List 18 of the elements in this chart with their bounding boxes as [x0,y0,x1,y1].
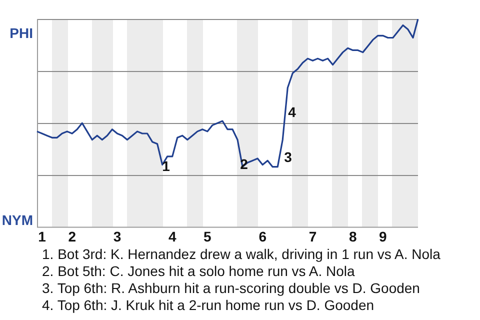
annotation: 4 [288,104,296,120]
text: 2. Bot 5th: C. Jones hit a solo home run vs A. Nola [42,263,356,280]
x-tick-label: 5 [204,228,212,244]
annotation: 3 [284,148,292,165]
x-tick-label: 6 [258,228,267,244]
x-tick-label: 2 [68,228,76,244]
x-tick-label: 9 [379,228,388,244]
text: NYM [2,212,33,228]
x-tick-label: 8 [348,228,357,244]
text: 4. Top 6th: J. Kruk hit a 2-run home run vs D. Gooden [42,297,376,314]
x-tick-label: 4 [168,228,176,244]
annotation: 1 [162,158,170,174]
text: PHI [10,24,33,41]
text: 3. Top 6th: R. Ashburn hit a run-scoring double vs D. Gooden [42,280,421,297]
x-tick-label: 3 [113,228,122,244]
x-tick-label: 1 [38,228,46,244]
x-tick-label: 7 [308,228,317,244]
text: 1. Bot 3rd: K. Hernandez drew a walk, driving in 1 run vs A. Nola [42,246,440,263]
